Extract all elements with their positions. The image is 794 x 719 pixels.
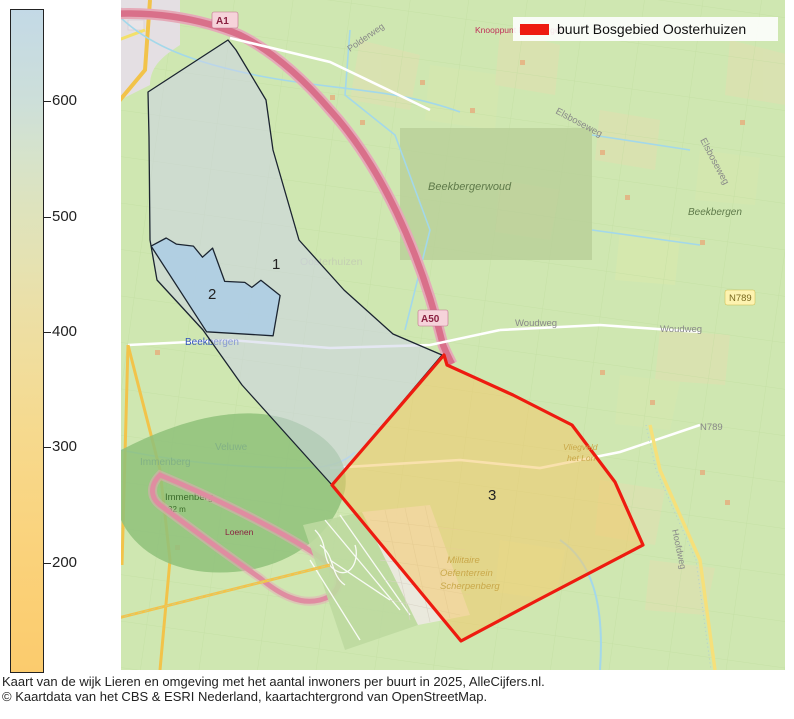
svg-text:2: 2 [208, 286, 216, 303]
svg-text:Militaire: Militaire [447, 555, 480, 566]
svg-text:3: 3 [488, 487, 496, 504]
svg-text:Vliegveld: Vliegveld [563, 442, 598, 452]
svg-text:Oefenterrein: Oefenterrein [440, 568, 493, 579]
svg-text:1: 1 [272, 256, 280, 273]
svg-text:het Lon: het Lon [567, 453, 596, 463]
svg-text:Scherpenberg: Scherpenberg [440, 581, 500, 592]
